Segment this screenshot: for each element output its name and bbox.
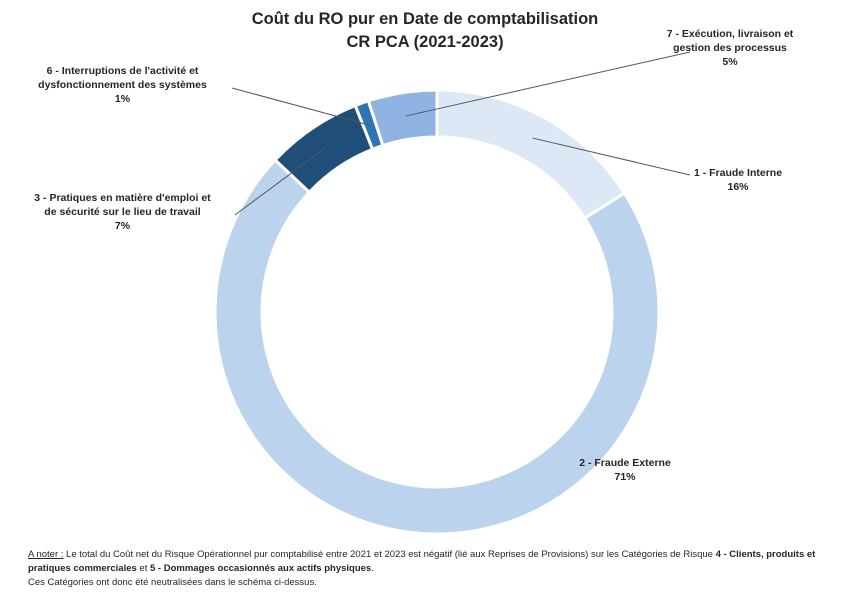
label-execution-line2: gestion des processus bbox=[673, 42, 787, 54]
label-interruptions: 6 - Interruptions de l'activité et dysfo… bbox=[10, 64, 235, 106]
leader-execution bbox=[405, 51, 691, 117]
leader-lines bbox=[231, 51, 691, 216]
label-fraude-externe-name: 2 - Fraude Externe bbox=[579, 457, 671, 469]
footnote-category-4: 4 - Clients, produits et pratiques comme… bbox=[28, 549, 816, 574]
label-pratiques-emploi: 3 - Pratiques en matière d'emploi et de … bbox=[5, 191, 240, 233]
label-fraude-externe-pct: 71% bbox=[614, 471, 636, 483]
footnote-text-3: . bbox=[371, 563, 374, 574]
leader-pratiques-emploi bbox=[234, 147, 326, 216]
label-execution-pct: 5% bbox=[722, 56, 738, 68]
donut-chart bbox=[213, 51, 691, 536]
footnote-text-2: et bbox=[136, 563, 150, 574]
slice-execution bbox=[366, 88, 439, 148]
label-execution: 7 - Exécution, livraison et gestion des … bbox=[640, 27, 820, 69]
label-fraude-interne-name: 1 - Fraude Interne bbox=[693, 167, 783, 179]
slice-fraude-interne bbox=[435, 88, 627, 221]
chart-subtitle: CR PCA (2021-2023) bbox=[346, 33, 504, 51]
label-interruptions-line2: dysfonctionnement des systèmes bbox=[38, 79, 207, 91]
label-pratiques-emploi-line2: de sécurité sur le lieu de travail bbox=[44, 206, 201, 218]
label-execution-line1: 7 - Exécution, livraison et bbox=[666, 28, 794, 40]
label-interruptions-line1: 6 - Interruptions de l'activité et bbox=[46, 65, 199, 77]
label-fraude-externe: 2 - Fraude Externe 71% bbox=[555, 456, 695, 484]
leader-fraude-interne bbox=[532, 137, 691, 176]
label-fraude-interne: 1 - Fraude Interne 16% bbox=[668, 166, 808, 194]
footnote-text-1: Le total du Coût net du Risque Opération… bbox=[63, 549, 716, 560]
footnote-category-5: 5 - Dommages occasionnés aux actifs phys… bbox=[149, 563, 372, 574]
footnote-line-3: Ces Catégories ont donc été neutralisées… bbox=[28, 577, 317, 588]
label-fraude-interne-pct: 16% bbox=[727, 181, 749, 193]
leader-interruptions bbox=[231, 87, 370, 126]
footnote-prefix: A noter : bbox=[28, 549, 64, 560]
chart-title: Coût du RO pur en Date de comptabilisati… bbox=[251, 10, 599, 28]
label-pratiques-emploi-pct: 7% bbox=[114, 220, 131, 232]
label-interruptions-pct: 1% bbox=[114, 93, 131, 105]
label-pratiques-emploi-line1: 3 - Pratiques en matière d'emploi et bbox=[34, 192, 211, 204]
footnote: A noter : Le total du Coût net du Risque… bbox=[28, 548, 843, 590]
